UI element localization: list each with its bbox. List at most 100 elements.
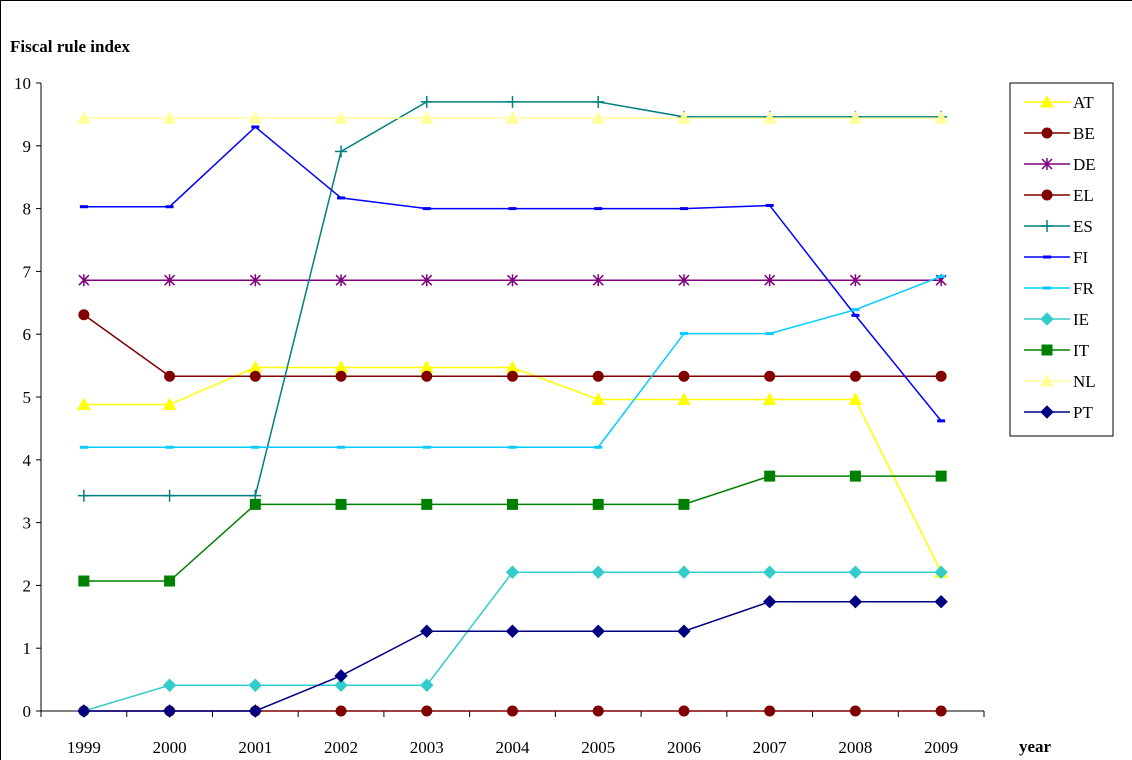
data-point-fi: [422, 207, 431, 211]
legend-item-el: EL: [1024, 186, 1094, 205]
data-point-fr: [937, 274, 946, 278]
legend-item-ie: IE: [1024, 310, 1089, 329]
data-point-nl: [77, 111, 91, 124]
legend-item-pt: PT: [1024, 403, 1093, 422]
data-point-pt: [162, 704, 177, 718]
data-point-pt: [591, 624, 605, 638]
data-point-es: [335, 145, 348, 158]
x-tick-label: 2003: [410, 738, 444, 757]
legend-swatch-marker: [1041, 127, 1053, 139]
data-point-de: [678, 274, 690, 287]
data-point-fi: [937, 419, 946, 423]
data-point-de: [849, 274, 861, 287]
data-point-at: [591, 392, 606, 406]
data-point-pt: [334, 669, 348, 683]
x-tick-label: 2005: [581, 738, 615, 757]
legend-item-it: IT: [1024, 341, 1090, 360]
data-point-be: [935, 705, 947, 717]
data-point-be: [592, 705, 604, 717]
legend-swatch-marker: [1040, 405, 1054, 419]
data-point-it: [249, 498, 261, 510]
data-point-ie: [162, 678, 177, 692]
series-ie: [77, 565, 948, 718]
legend-swatch-marker: [1041, 158, 1053, 170]
x-tick-label: 2008: [838, 738, 872, 757]
data-point-it: [507, 498, 518, 510]
legend-label: NL: [1073, 372, 1096, 391]
data-point-it: [335, 498, 347, 510]
legend-item-nl: NL: [1024, 372, 1096, 391]
data-point-el: [335, 370, 347, 382]
series-fi: [79, 125, 946, 423]
x-tick-label: 2000: [153, 738, 187, 757]
data-point-fi: [594, 207, 603, 211]
data-point-be: [678, 705, 690, 717]
data-point-ie: [848, 565, 863, 579]
y-tick-label: 0: [23, 702, 32, 721]
data-point-ie: [334, 678, 348, 692]
legend-label: ES: [1073, 217, 1093, 236]
data-point-be: [507, 705, 518, 717]
legend-item-es: ES: [1024, 217, 1093, 236]
data-point-pt: [420, 624, 434, 638]
series-fr: [79, 274, 946, 449]
legend-label: IE: [1073, 310, 1089, 329]
legend-box: [1009, 82, 1114, 437]
data-point-fi: [79, 205, 88, 209]
data-point-el: [849, 370, 861, 382]
y-tick-label: 9: [23, 137, 32, 156]
data-point-it: [849, 470, 861, 482]
data-point-pt: [934, 595, 948, 609]
data-point-fi: [765, 203, 774, 207]
data-point-fr: [165, 445, 174, 449]
data-point-fi: [337, 196, 346, 200]
data-point-de: [421, 274, 433, 287]
legend-label: FR: [1073, 279, 1094, 298]
x-tick-label: 2004: [496, 738, 531, 757]
data-point-nl: [505, 111, 520, 124]
y-tick-label: 1: [23, 639, 32, 658]
data-point-be: [335, 705, 347, 717]
data-point-es: [592, 95, 605, 108]
x-tick-label: 2006: [667, 738, 701, 757]
data-point-fr: [422, 445, 431, 449]
data-point-fr: [79, 445, 88, 449]
data-point-ie: [762, 565, 777, 579]
data-point-at: [162, 397, 177, 411]
series-it: [78, 470, 947, 587]
series-el: [78, 309, 947, 382]
data-point-it: [78, 575, 90, 587]
y-tick-label: 8: [23, 200, 32, 219]
data-point-it: [421, 498, 433, 510]
y-tick-label: 6: [23, 325, 32, 344]
data-point-it: [592, 498, 604, 510]
series-nl: [77, 111, 948, 124]
data-point-nl: [848, 111, 863, 124]
legend-swatch-marker: [1040, 312, 1054, 326]
x-tick-label: 2009: [924, 738, 958, 757]
legend-swatch-marker: [1041, 344, 1053, 356]
data-point-be: [849, 705, 861, 717]
x-tick-label: 2001: [238, 738, 272, 757]
data-point-ie: [677, 565, 691, 579]
y-tick-label: 5: [23, 388, 32, 407]
y-axis-title: Fiscal rule index: [10, 37, 130, 56]
data-point-de: [78, 274, 90, 287]
data-point-el: [764, 370, 776, 382]
data-point-pt: [762, 595, 777, 609]
data-point-de: [164, 274, 176, 287]
data-point-el: [592, 370, 604, 382]
data-point-nl: [677, 111, 691, 124]
data-point-el: [421, 370, 433, 382]
data-point-it: [935, 470, 947, 482]
data-point-fi: [679, 207, 688, 211]
data-point-be: [421, 705, 433, 717]
series-pt: [77, 595, 948, 718]
data-point-nl: [762, 111, 777, 124]
data-point-el: [935, 370, 947, 382]
data-point-it: [164, 575, 176, 587]
data-point-ie: [248, 678, 263, 692]
x-axis-title: year: [1019, 737, 1052, 756]
data-point-fr: [765, 332, 774, 336]
